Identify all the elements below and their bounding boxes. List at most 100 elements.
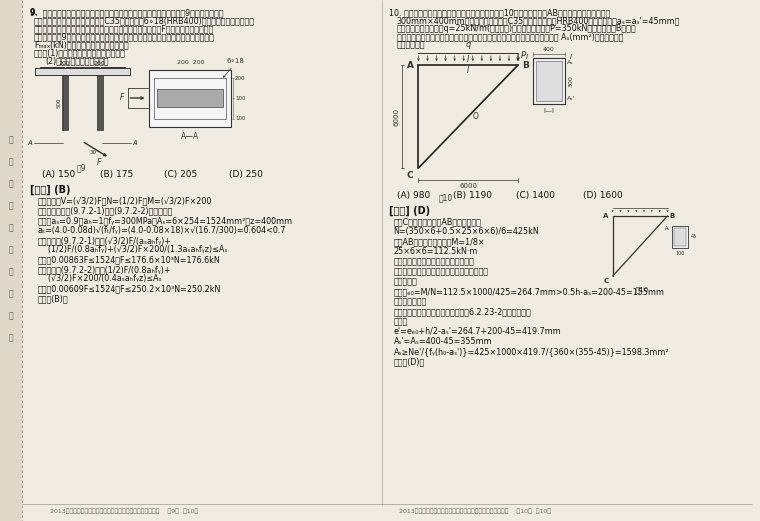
Text: C: C: [407, 171, 413, 180]
Text: 25×6×6=112.5kN·m: 25×6×6=112.5kN·m: [394, 247, 478, 256]
Circle shape: [674, 228, 677, 230]
Text: 45: 45: [690, 234, 697, 240]
Text: 题: 题: [8, 312, 13, 320]
Text: 得出：0.00863F≤1524，F≤176.6×10³N=176.6kN: 得出：0.00863F≤1524，F≤176.6×10³N=176.6kN: [38, 255, 220, 264]
Bar: [536, 61, 562, 101]
Text: 《混规》式(9.7.2-1)得：(√3/2)F/(aₛaₕfᵧ)+: 《混规》式(9.7.2-1)得：(√3/2)F/(aₛaₕfᵧ)+: [38, 236, 172, 245]
Text: I: I: [467, 55, 470, 64]
Text: A: A: [27, 140, 32, 146]
Text: (D) 1600: (D) 1600: [583, 191, 622, 200]
Bar: [533, 58, 565, 104]
Text: 形的措施，锦板上焊接了一块连接板，连接板上需承受集中力F的作用，力的作用点和: 形的措施，锦板上焊接了一块连接板，连接板上需承受集中力F的作用，力的作用点和: [34, 24, 214, 33]
Text: 对点C取矩，可得横杆AB的拉力设计值: 对点C取矩，可得横杆AB的拉力设计值: [394, 217, 481, 226]
Text: B: B: [522, 60, 529, 69]
Text: 假定，均布荷载设计值q=25kN/m(包括自重)，集中荷载设计值P=350kN（作用于节点B上）。: 假定，均布荷载设计值q=25kN/m(包括自重)，集中荷载设计值P=350kN（…: [397, 24, 636, 33]
Text: [答案] (B): [答案] (B): [30, 185, 71, 195]
Text: 等级均为二级，混凝土强度等级为C35，直锦筋为6∘18(HRB400)，已采取防止锦板弯曲变: 等级均为二级，混凝土强度等级为C35，直锦筋为6∘18(HRB400)，已采取防…: [34, 16, 255, 25]
Text: Aₛ≥Ne'/{fᵧ(h₀-aₛ')}=425×1000×419.7/{360×(355-45)}=1598.3mm²: Aₛ≥Ne'/{fᵧ(h₀-aₛ')}=425×1000×419.7/{360×…: [394, 347, 669, 356]
Text: 100: 100: [676, 251, 686, 256]
Text: 得出：0.00609F≤1524，F≤250.2×10³N=250.2kN: 得出：0.00609F≤1524，F≤250.2×10³N=250.2kN: [38, 284, 221, 293]
Text: q: q: [466, 40, 471, 49]
Text: 200: 200: [93, 61, 106, 66]
Text: 请: 请: [8, 245, 13, 254]
Circle shape: [216, 78, 222, 84]
Text: I: I: [467, 66, 470, 75]
Text: (A) 980: (A) 980: [397, 191, 429, 200]
Circle shape: [684, 243, 687, 246]
Text: 勿: 勿: [8, 267, 13, 277]
Text: I: I: [570, 54, 572, 60]
Text: (B) 1190: (B) 1190: [453, 191, 492, 200]
Circle shape: [558, 97, 562, 101]
Text: C: C: [603, 278, 609, 284]
Text: Aₛ': Aₛ': [567, 96, 575, 102]
Text: 200: 200: [235, 76, 245, 81]
Circle shape: [558, 61, 562, 65]
Text: (C) 205: (C) 205: [164, 170, 198, 179]
Text: A: A: [603, 213, 609, 219]
Bar: [97, 75, 103, 130]
Text: 因此选(D)。: 因此选(D)。: [394, 357, 425, 366]
Text: 6∘18: 6∘18: [226, 58, 244, 64]
Text: 9.: 9.: [30, 8, 39, 17]
Text: 式中，aₛ=0.9，aₕ=1，fᵧ=300MPa，Aₛ=6×254=1524mm²，z=400mm: 式中，aₛ=0.9，aₕ=1，fᵧ=300MPa，Aₛ=6×254=1524mm…: [38, 216, 293, 225]
Text: B: B: [670, 213, 675, 219]
Text: 横杆AB跳中的弯矩设计值M=1/8×: 横杆AB跳中的弯矩设计值M=1/8×: [394, 237, 485, 246]
Circle shape: [684, 228, 687, 230]
Text: I: I: [526, 54, 528, 60]
Text: 400: 400: [543, 47, 555, 52]
Text: 200: 200: [59, 61, 71, 66]
Text: 30°: 30°: [90, 150, 100, 155]
Bar: [62, 75, 68, 130]
Text: 由简图知，V=(√3/2)F，N=(1/2)F，M=(√3/2)F×200: 由简图知，V=(√3/2)F，N=(1/2)F，M=(√3/2)F×200: [38, 196, 212, 205]
Text: 10. 某外挑三脚架，安全等级为二级，计算简图如图10所示，其中横杆AB为混凝土构件，截面尺寸: 10. 某外挑三脚架，安全等级为二级，计算简图如图10所示，其中横杆AB为混凝土…: [388, 8, 610, 17]
Text: 答: 答: [8, 290, 13, 299]
Bar: [35, 68, 129, 75]
Text: 装: 装: [8, 157, 13, 167]
Text: 2013年度全国一级注册结构专业考试试卷上午（辅学堂整理）    第9页  全10页: 2013年度全国一级注册结构专业考试试卷上午（辅学堂整理） 第9页 全10页: [50, 508, 198, 514]
Text: 图10: 图10: [439, 193, 453, 202]
Text: 300mm×400mm，混凝土强度等级为C35，纵向锂筋采用HRB400，对称配筋，aₛ=aₛ'=45mm，: 300mm×400mm，混凝土强度等级为C35，纵向锂筋采用HRB400，对称配…: [397, 16, 680, 25]
Bar: [674, 228, 686, 246]
Circle shape: [216, 113, 222, 119]
Circle shape: [187, 113, 193, 119]
Circle shape: [158, 113, 164, 119]
Text: 订: 订: [8, 180, 13, 189]
Text: 偏心跞ₑ₀=M/N=112.5×1000/425=264.7mm>0.5h-aₛ=200-45=155mm: 偏心跞ₑ₀=M/N=112.5×1000/425=264.7mm>0.5h-aₛ…: [394, 287, 664, 296]
Text: 100: 100: [235, 117, 245, 121]
Text: (1/2)F/(0.8aₕfᵧ)+(√3/2)F×200/(1.3aₛaₕfᵧz)≤Aₛ: (1/2)F/(0.8aₕfᵧ)+(√3/2)F×200/(1.3aₛaₕfᵧz…: [38, 245, 227, 254]
Text: 由于对称配筋，故可按《混规》式（6.2.23-2）计算配筋；: 由于对称配筋，故可按《混规》式（6.2.23-2）计算配筋；: [394, 307, 531, 316]
Bar: [150, 70, 231, 127]
Text: Fₘₐₓ(kN)，与下列何项数值最为接近？: Fₘₐₓ(kN)，与下列何项数值最为接近？: [34, 40, 128, 49]
Text: Aₛ: Aₛ: [567, 60, 574, 66]
Text: (D) 250: (D) 250: [230, 170, 263, 179]
Text: 500: 500: [57, 98, 62, 108]
Text: F: F: [120, 93, 125, 103]
Text: A: A: [407, 60, 413, 69]
Text: 2013年度全国一级注册结构专业考试试卷上午（辅学堂整理）    第10页  全10页: 2013年度全国一级注册结构专业考试试卷上午（辅学堂整理） 第10页 全10页: [398, 508, 550, 514]
Text: e'=eₑ₀+h/2-aₛ'=264.7+200-45=419.7mm: e'=eₑ₀+h/2-aₛ'=264.7+200-45=419.7mm: [394, 327, 562, 336]
Circle shape: [674, 243, 677, 246]
Text: 方大偏心受拉，: 方大偏心受拉，: [394, 297, 427, 306]
Text: 值最为接近？: 值最为接近？: [397, 40, 425, 49]
Text: 采用《混规》式(9.7.2-1)和式(9.7.2-2)进行计算，: 采用《混规》式(9.7.2-1)和式(9.7.2-2)进行计算，: [38, 206, 173, 215]
Text: 300: 300: [569, 75, 574, 87]
Text: O: O: [472, 112, 478, 121]
Text: Aₛ: Aₛ: [665, 227, 670, 231]
Circle shape: [158, 78, 164, 84]
Text: 6000: 6000: [459, 183, 477, 189]
Text: ）: ）: [8, 333, 13, 342]
Bar: [154, 78, 226, 119]
Text: A: A: [132, 140, 138, 146]
Text: 9.  锂筋混凝土梁连有锦板和对称配筋的直锦筋组成的受力预埋件，如图9所示，构件安全: 9. 锂筋混凝土梁连有锦板和对称配筋的直锦筋组成的受力预埋件，如图9所示，构件安…: [30, 8, 223, 17]
Text: (A) 150: (A) 150: [42, 170, 75, 179]
Text: 提示：(1)预埋件承载力由锦筋面积控制；: 提示：(1)预埋件承载力由锦筋面积控制；: [34, 48, 125, 57]
Text: (B) 175: (B) 175: [100, 170, 133, 179]
Bar: [673, 226, 689, 248]
Text: 作用方向如图9所示。试问，当不考虑抗震时，该预埋件可以承受的最大集中力设计值: 作用方向如图9所示。试问，当不考虑抗震时，该预埋件可以承受的最大集中力设计值: [34, 32, 215, 41]
Text: aₛ=(4.0-0.08d)√(fₜ/fᵧ)=(4.0-0.08×18)×√(16.7/300)=0.604<0.7: aₛ=(4.0-0.08d)√(fₜ/fᵧ)=(4.0-0.08×18)×√(1…: [38, 226, 287, 235]
Text: (2)连接板的重量忽略不计。: (2)连接板的重量忽略不计。: [46, 56, 109, 65]
Text: (C) 1400: (C) 1400: [516, 191, 555, 200]
Text: 6000: 6000: [394, 107, 400, 126]
Text: 线: 线: [8, 202, 13, 210]
